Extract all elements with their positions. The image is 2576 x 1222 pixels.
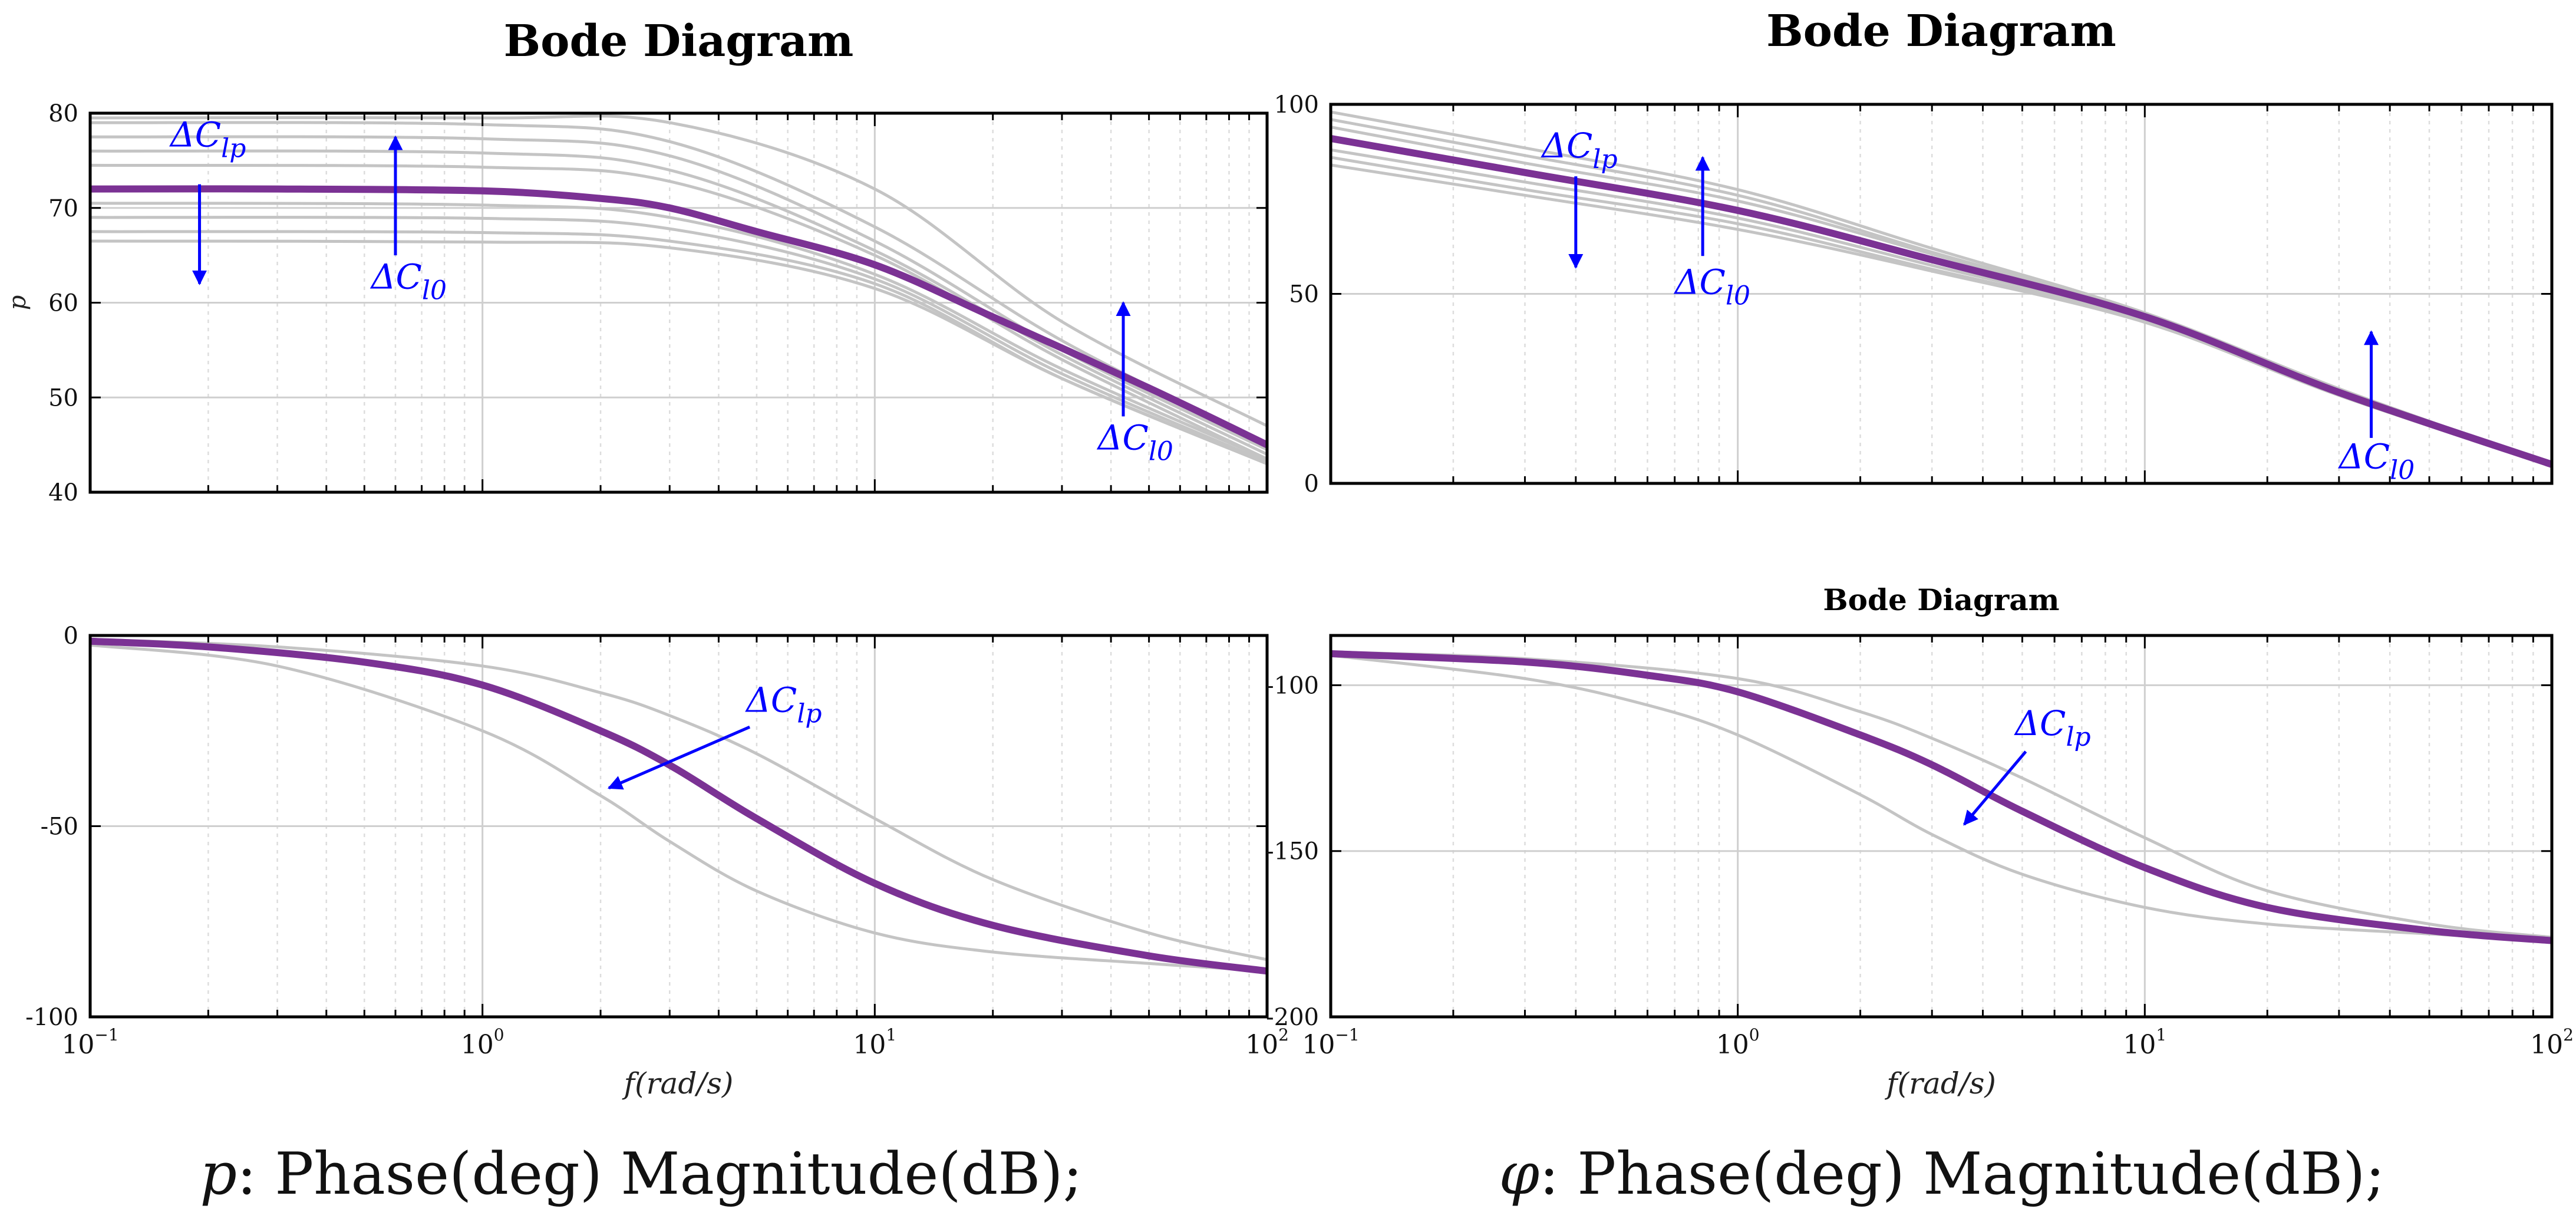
family-curve-0 xyxy=(1331,110,2552,466)
annotation-label: ΔCl0 xyxy=(1674,262,1750,311)
x-tick-label: 10−1 xyxy=(61,1025,118,1060)
y-tick-label: -200 xyxy=(1266,1004,1319,1031)
family-curve-5 xyxy=(1331,163,2552,467)
caption-right: φ: Phase(deg) Magnitude(dB); xyxy=(1499,1141,2384,1208)
family-curve-7 xyxy=(90,239,1267,466)
annotation-label: ΔClp xyxy=(2014,703,2091,752)
y-tick-label: -100 xyxy=(25,1004,78,1031)
y-tick-label: -100 xyxy=(1266,672,1319,699)
y-ticks: -200 -150 -100 xyxy=(1266,672,2552,1031)
family-curve-6 xyxy=(90,230,1267,466)
caption-left: p: Phase(deg) Magnitude(dB); xyxy=(200,1141,1082,1208)
chart-title: Bode Diagram xyxy=(1766,6,2116,57)
y-tick-label: 80 xyxy=(48,100,78,127)
annotation-label: ΔCl0 xyxy=(2338,436,2415,485)
nominal-curve xyxy=(90,637,1267,975)
annotation-label: ΔClp xyxy=(1541,126,1618,174)
annotation-label: ΔClp xyxy=(169,114,246,163)
x-tick-label: 101 xyxy=(2123,1025,2166,1060)
y-tick-label: 50 xyxy=(1289,281,1319,308)
x-tick-labels: 10−1 100 101 102 xyxy=(61,1025,1289,1060)
nominal-curve xyxy=(90,185,1267,449)
x-tick-label: 102 xyxy=(2530,1025,2574,1060)
family-curve-3 xyxy=(1331,148,2552,467)
x-axis-label: f(rad/s) xyxy=(1884,1066,1996,1101)
y-tick-label: 0 xyxy=(64,622,78,650)
annotations: ΔClp xyxy=(607,680,822,790)
y-axis-label: p xyxy=(4,295,31,311)
family-curve-5 xyxy=(90,216,1267,463)
y-ticks: 0 50 100 xyxy=(1274,91,2552,498)
y-tick-label: -150 xyxy=(1266,838,1319,865)
annotation-label: ΔCl0 xyxy=(1097,418,1173,467)
annotation-label: ΔCl0 xyxy=(370,256,447,305)
y-tick-label: 40 xyxy=(48,479,78,506)
x-tick-label: 100 xyxy=(461,1025,504,1060)
y-tick-label: 50 xyxy=(48,384,78,411)
curves xyxy=(90,637,1267,975)
family-curve-0 xyxy=(1331,650,2552,939)
family-curve-3 xyxy=(90,163,1267,460)
annotations: ΔClp xyxy=(1962,703,2091,826)
annotation-label: ΔClp xyxy=(745,680,822,729)
family-curve-2 xyxy=(90,149,1267,456)
y-tick-label: -50 xyxy=(41,813,78,841)
y-ticks: -100 -50 0 xyxy=(25,622,1267,1031)
family-curve-1 xyxy=(90,643,1267,973)
y-ticks: 40 50 60 70 80 xyxy=(48,100,1267,506)
x-tick-label: 100 xyxy=(1716,1025,1760,1060)
family-curve-4 xyxy=(1331,156,2552,467)
y-tick-label: 0 xyxy=(1304,470,1319,498)
grid xyxy=(1330,635,2552,1018)
panel-phi-magnitude: Bode Diagram 0 50 100 ΔClp ΔCl0 ΔCl0 xyxy=(1274,6,2554,498)
y-tick-label: 70 xyxy=(48,195,78,222)
x-ticks xyxy=(89,635,1268,1017)
family-curve-1 xyxy=(1331,654,2552,943)
panel-phi-phase: Bode Diagram -200 -150 -100 10−1 100 101 102 f(r… xyxy=(1266,582,2574,1101)
x-tick-label: 10−1 xyxy=(1302,1025,1359,1060)
curves xyxy=(1331,650,2552,944)
annotation-arrow xyxy=(607,725,751,790)
x-axis-label: f(rad/s) xyxy=(622,1066,734,1101)
curves xyxy=(1331,110,2552,468)
chart-title: Bode Diagram xyxy=(1823,582,2059,617)
family-curve-0 xyxy=(90,121,1267,446)
family-curve-4 xyxy=(90,202,1267,460)
axes-box xyxy=(1329,634,2554,1019)
annotations: ΔClp ΔCl0 ΔCl0 xyxy=(1541,126,2415,485)
panel-p-phase: -100 -50 0 10−1 100 101 102 f(rad/s) ΔClp xyxy=(25,622,1289,1101)
x-ticks xyxy=(1330,635,2553,1017)
nominal-curve xyxy=(1331,650,2552,944)
curves xyxy=(90,114,1267,466)
annotation-arrow xyxy=(1962,750,2027,826)
x-ticks xyxy=(89,113,1268,492)
family-curve-0 xyxy=(90,638,1267,961)
annotations: ΔClp ΔCl0 ΔCl0 xyxy=(169,114,1173,466)
panel-p-magnitude: Bode Diagram 40 50 60 70 80 p ΔClp ΔCl0 ΔCl0 xyxy=(4,16,1269,506)
family-curve-2 xyxy=(1331,126,2552,466)
nominal-curve xyxy=(1331,134,2552,468)
y-tick-label: 60 xyxy=(48,290,78,317)
x-ticks xyxy=(1330,104,2553,483)
x-tick-label: 102 xyxy=(1245,1025,1289,1060)
family-curve-8 xyxy=(90,114,1267,427)
chart-title: Bode Diagram xyxy=(504,16,854,67)
caption-left-text: : Phase(deg) Magnitude(dB); xyxy=(237,1141,1082,1208)
grid xyxy=(89,112,1267,493)
x-tick-label: 101 xyxy=(853,1025,896,1060)
caption-right-text: : Phase(deg) Magnitude(dB); xyxy=(1539,1141,2384,1208)
x-tick-labels: 10−1 100 101 102 xyxy=(1302,1025,2574,1060)
y-tick-label: 100 xyxy=(1274,91,1319,118)
